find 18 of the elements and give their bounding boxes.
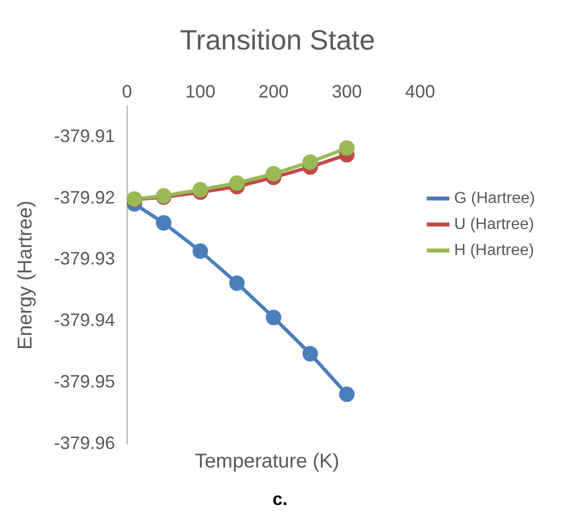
- x-tick-label: 400: [405, 81, 436, 102]
- y-axis-title: Energy (Hartree): [14, 200, 37, 350]
- x-tick-label: 200: [258, 81, 289, 102]
- y-tick-label: -379.94: [54, 310, 116, 330]
- x-tick-label: 300: [332, 81, 362, 102]
- legend-label: H (Hartree): [454, 242, 534, 259]
- y-tick-label: -379.96: [54, 432, 116, 453]
- text: c.: [272, 488, 288, 509]
- y-tick-label: -379.92: [54, 187, 116, 208]
- x-tick-label: 100: [185, 81, 216, 102]
- y-tick-label: -379.91: [54, 126, 116, 146]
- chart-title: Transition State: [180, 24, 376, 56]
- legend-label: U (Hartree): [454, 216, 534, 233]
- x-tick-label: 0: [122, 81, 132, 102]
- x-axis-title: Temperature (K): [194, 450, 340, 473]
- y-tick-label: -379.93: [54, 248, 116, 269]
- y-tick-label: -379.95: [54, 372, 116, 392]
- legend-label: G (Hartree): [454, 190, 536, 207]
